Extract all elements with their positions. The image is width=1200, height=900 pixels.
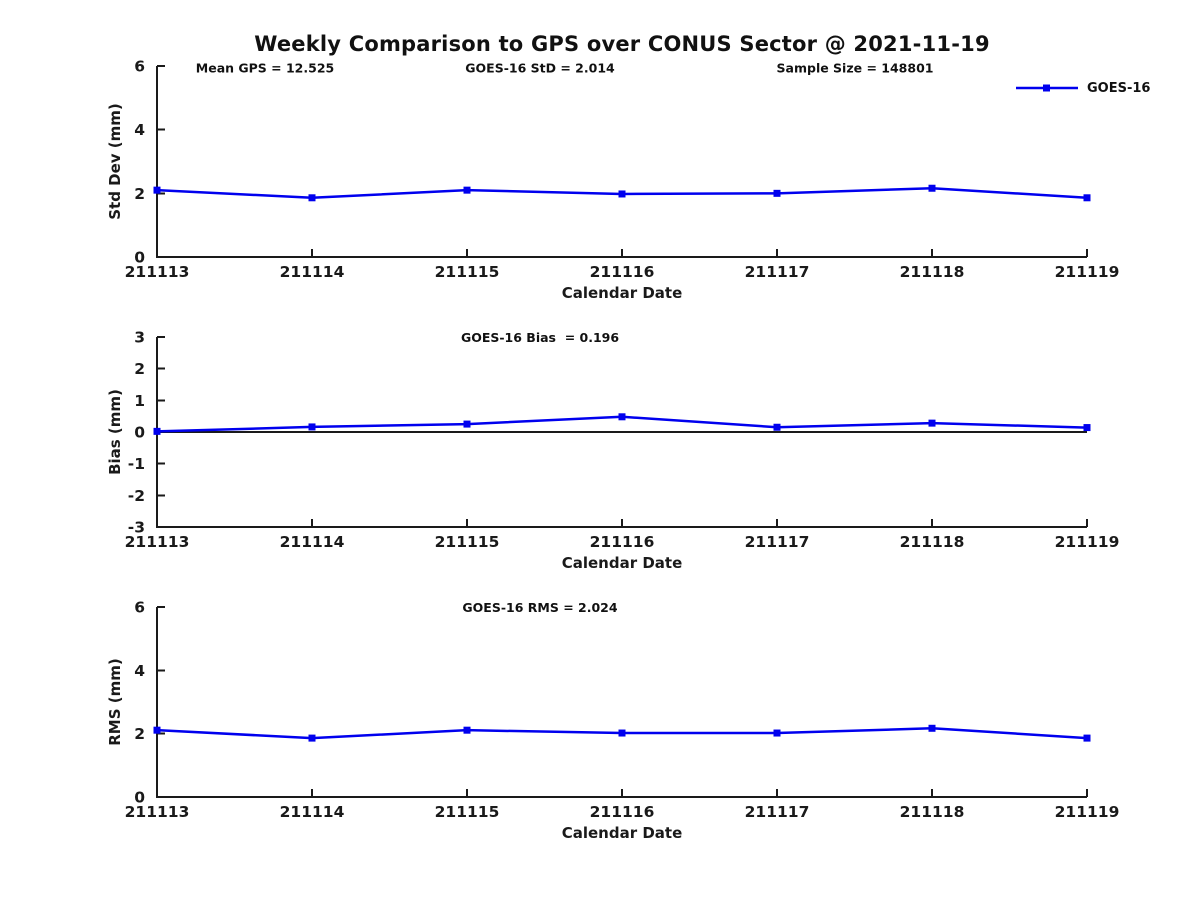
y-tick-label: 4 <box>134 662 145 680</box>
data-point-marker <box>153 186 161 194</box>
x-tick-label: 211115 <box>435 533 500 551</box>
subplot-title: GOES-16 RMS = 2.024 <box>462 600 617 615</box>
x-tick-label: 211118 <box>900 533 965 551</box>
y-tick-label: 1 <box>134 392 145 410</box>
page-title: Weekly Comparison to GPS over CONUS Sect… <box>254 32 990 56</box>
x-axis-label: Calendar Date <box>562 824 683 842</box>
y-tick-label: 6 <box>134 599 145 617</box>
annotation-goes16-std: GOES-16 StD = 2.014 <box>465 60 615 76</box>
x-tick-label: 211117 <box>745 263 810 281</box>
subplot-title: GOES-16 Bias = 0.196 <box>461 330 619 345</box>
data-point-marker <box>308 194 316 202</box>
x-tick-label: 211116 <box>590 263 655 281</box>
data-point-marker <box>1083 194 1091 202</box>
data-point-marker <box>928 724 936 732</box>
x-tick-label: 211115 <box>435 263 500 281</box>
x-tick-label: 211118 <box>900 803 965 821</box>
data-point-marker <box>618 190 626 198</box>
y-axis-label: Std Dev (mm) <box>106 103 124 220</box>
annotation-mean-gps: Mean GPS = 12.525 <box>195 60 335 76</box>
y-tick-label: 2 <box>134 185 145 203</box>
x-tick-label: 211113 <box>125 263 190 281</box>
x-axis-label: Calendar Date <box>562 284 683 302</box>
data-point-marker <box>153 726 161 734</box>
x-tick-label: 211117 <box>745 803 810 821</box>
data-point-marker <box>773 423 781 431</box>
y-tick-label: -2 <box>128 487 145 505</box>
data-point-marker <box>1083 424 1091 432</box>
x-tick-label: 211119 <box>1055 263 1120 281</box>
x-tick-label: 211119 <box>1055 803 1120 821</box>
axis-lines <box>156 66 1087 258</box>
data-point-marker <box>153 427 161 435</box>
data-point-marker <box>308 423 316 431</box>
x-tick-label: 211116 <box>590 803 655 821</box>
data-point-marker <box>463 726 471 734</box>
y-tick-label: 3 <box>134 329 145 347</box>
data-point-marker <box>308 734 316 742</box>
y-axis-label: Bias (mm) <box>106 389 124 475</box>
y-tick-label: 6 <box>134 58 145 76</box>
annotation-sample-size: Sample Size = 148801 <box>776 60 934 76</box>
subplot-bias: -3 -2 -1 0 1 2 3 211113 211114 211115 211116 211117… <box>106 329 1119 573</box>
data-point-marker <box>773 189 781 197</box>
y-tick-label: 2 <box>134 725 145 743</box>
y-axis-label: RMS (mm) <box>106 658 124 745</box>
x-tick-label: 211119 <box>1055 533 1120 551</box>
x-tick-label: 211113 <box>125 803 190 821</box>
data-point-marker <box>928 419 936 427</box>
data-point-marker <box>618 729 626 737</box>
y-tick-label: 2 <box>134 360 145 378</box>
data-point-marker <box>773 729 781 737</box>
y-tick-label: 4 <box>134 121 145 139</box>
subplot-std-dev: 0 2 4 6 211113 211114 211115 211116 211117 211118… <box>106 58 1119 303</box>
data-point-marker <box>1083 734 1091 742</box>
legend-marker-icon <box>1016 84 1078 92</box>
y-tick-label: -3 <box>128 519 145 537</box>
legend: GOES-16 <box>1016 80 1150 96</box>
data-point-marker <box>463 186 471 194</box>
y-tick-label: 0 <box>134 789 145 807</box>
x-tick-label: 211114 <box>280 263 345 281</box>
y-tick-label: 0 <box>134 249 145 267</box>
x-tick-label: 211117 <box>745 533 810 551</box>
y-tick-label: 0 <box>134 424 145 442</box>
axis-lines <box>156 607 1087 798</box>
x-tick-label: 211115 <box>435 803 500 821</box>
y-tick-label: -1 <box>128 455 145 473</box>
x-tick-label: 211116 <box>590 533 655 551</box>
x-axis-label: Calendar Date <box>562 554 683 572</box>
data-point-marker <box>928 184 936 192</box>
data-point-marker <box>463 420 471 428</box>
data-point-marker <box>618 413 626 421</box>
x-tick-label: 211113 <box>125 533 190 551</box>
x-tick-label: 211114 <box>280 803 345 821</box>
x-tick-label: 211114 <box>280 533 345 551</box>
legend-label: GOES-16 <box>1087 80 1151 96</box>
subplot-rms: 0 2 4 6 211113 211114 211115 211116 211117 211118… <box>106 599 1119 843</box>
x-tick-label: 211118 <box>900 263 965 281</box>
